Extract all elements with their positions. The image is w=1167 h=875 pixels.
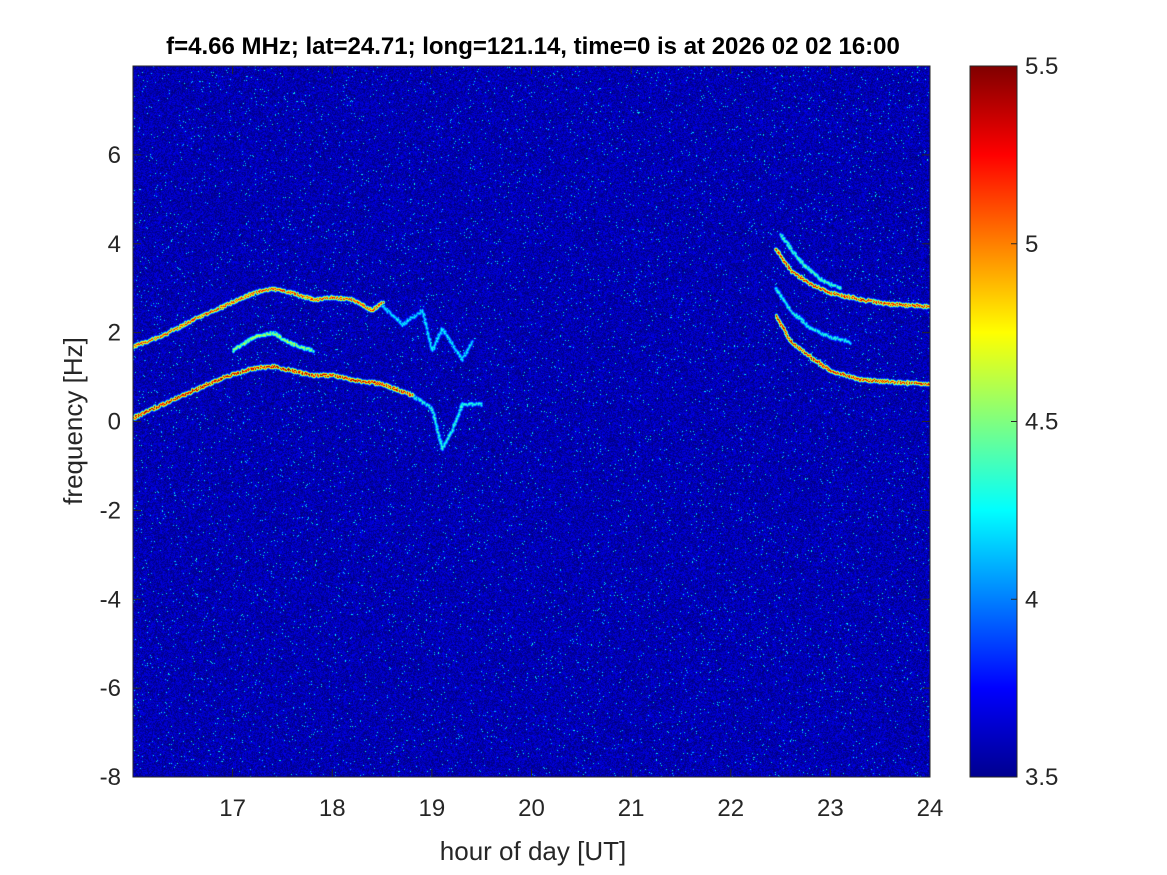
y-axis-label: frequency [Hz] [58,337,88,505]
colorbar-tick-label: 4.5 [1025,409,1058,436]
y-axis-ticks: -8 -6 -4 -2 0 2 4 6 [100,142,930,791]
y-tick-label: -4 [100,586,121,613]
x-axis-label: hour of day [UT] [440,836,626,866]
x-tick-label: 18 [319,795,346,822]
spectrogram-heatmap [133,66,930,777]
colorbar-ticks: 3.5 4 4.5 5 5.5 [1011,53,1058,791]
colorbar-tick-label: 4 [1025,586,1038,613]
y-tick-label: 2 [108,320,121,347]
x-tick-label: 17 [219,795,246,822]
y-tick-label: -6 [100,675,121,702]
colorbar-tick-label: 3.5 [1025,764,1058,791]
colorbar [969,65,1018,778]
x-tick-label: 22 [717,795,744,822]
x-tick-label: 24 [917,795,944,822]
spectrogram-plot-area [133,66,930,777]
y-tick-label: 6 [108,142,121,169]
x-tick-label: 23 [817,795,844,822]
x-tick-label: 21 [618,795,645,822]
x-tick-label: 19 [419,795,446,822]
x-tick-label: 20 [518,795,545,822]
x-axis-ticks: 17 18 19 20 21 22 23 24 [219,66,943,822]
colorbar-tick-label: 5 [1025,231,1038,258]
y-tick-label: -2 [100,497,121,524]
chart-title: f=4.66 MHz; lat=24.71; long=121.14, time… [166,33,900,60]
y-tick-label: -8 [100,764,121,791]
y-tick-label: 4 [108,231,121,258]
y-tick-label: 0 [108,409,121,436]
colorbar-tick-label: 5.5 [1025,53,1058,80]
